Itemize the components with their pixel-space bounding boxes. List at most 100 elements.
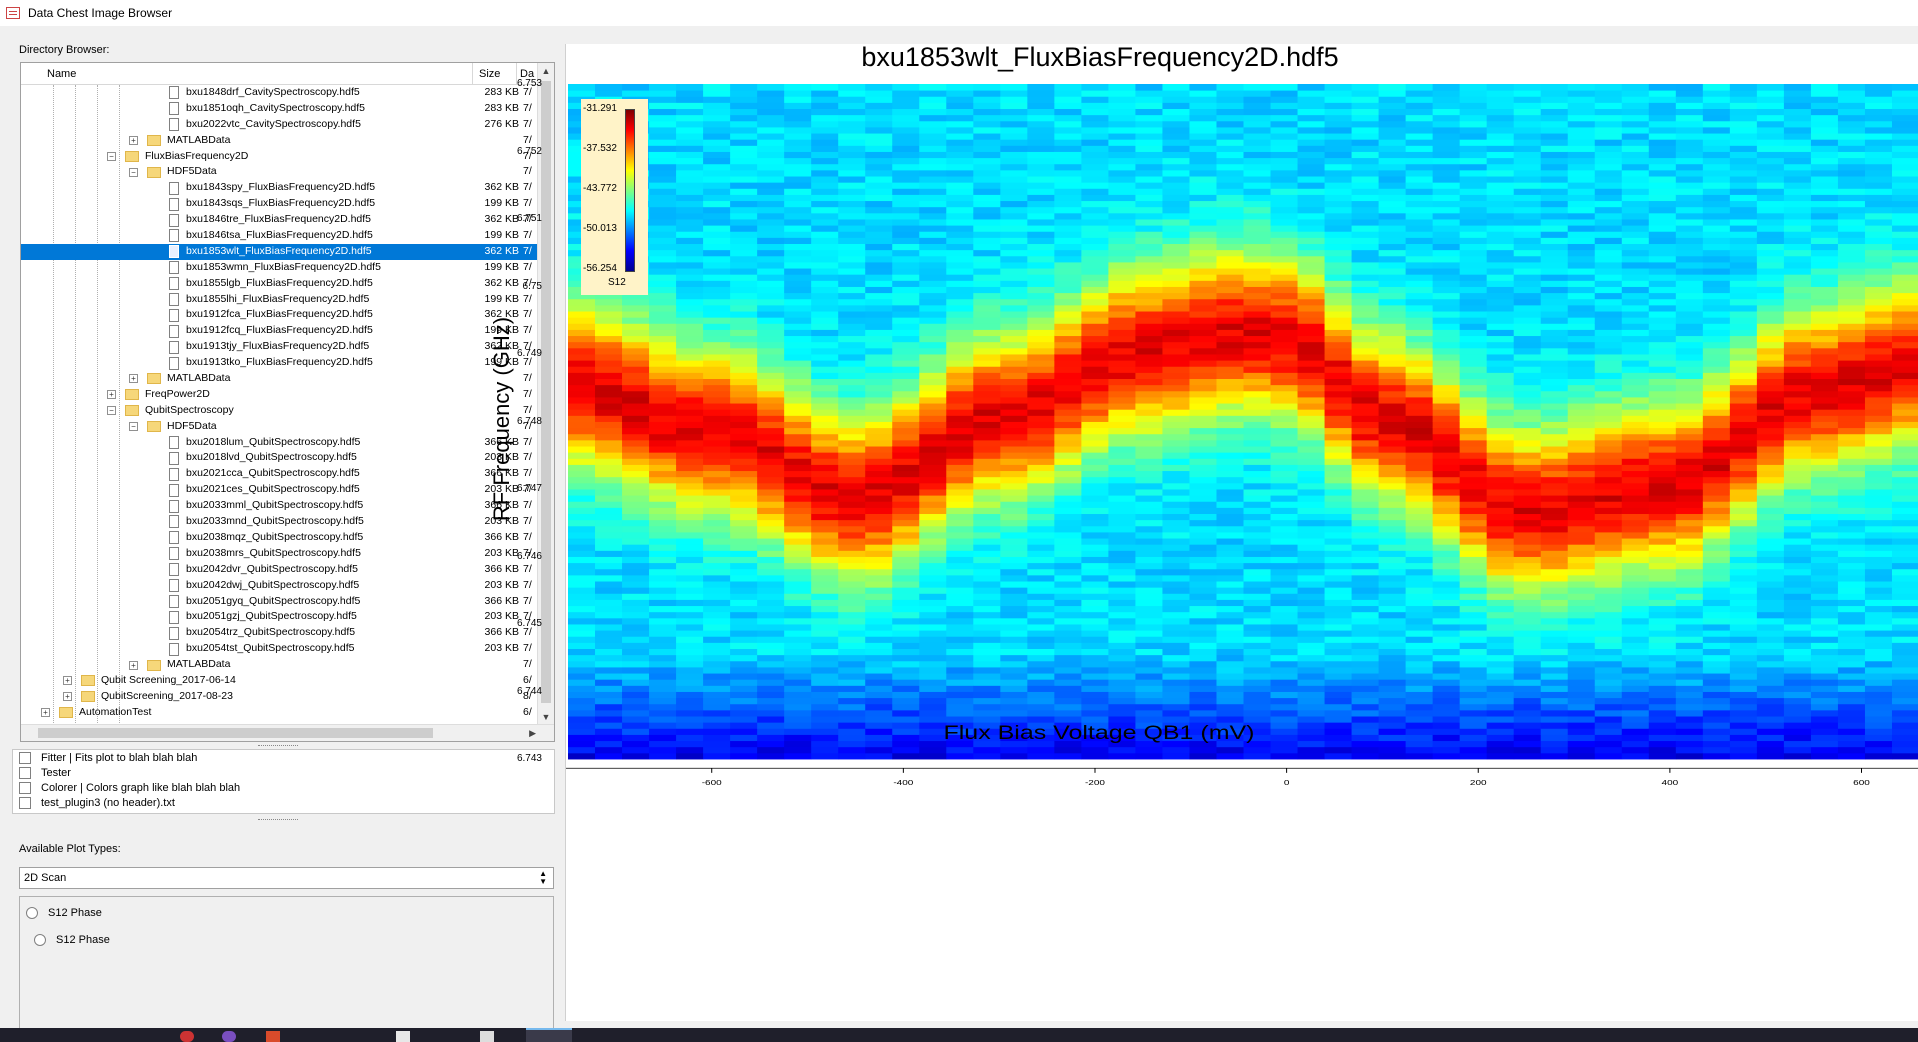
plugin-checkbox[interactable]	[19, 796, 31, 809]
tree-file-row[interactable]: bxu2054tst_QubitSpectroscopy.hdf5 203 KB 7…	[21, 641, 538, 657]
column-header-size[interactable]: Size	[473, 63, 517, 85]
tree-file-row[interactable]: bxu2021cca_QubitSpectroscopy.hdf5 366 KB 7…	[21, 466, 538, 482]
tree-folder-row[interactable]: − HDF5Data 7/	[21, 419, 538, 435]
heatmap-cell	[1270, 556, 1299, 564]
collapse-icon[interactable]: −	[129, 422, 138, 432]
tree-file-row[interactable]: bxu2042dvr_QubitSpectroscopy.hdf5 366 KB 7…	[21, 562, 538, 578]
expand-icon[interactable]: +	[129, 374, 138, 384]
heatmap-cell	[568, 574, 596, 582]
heatmap-cell	[1459, 550, 1488, 557]
tree-file-row[interactable]: bxu2033mml_QubitSpectroscopy.hdf5 366 KB 7…	[21, 498, 538, 514]
vertical-scroll-thumb[interactable]	[541, 81, 551, 703]
tree-file-row[interactable]: bxu1855lgb_FluxBiasFrequency2D.hdf5 362 K…	[21, 276, 538, 292]
heatmap-cell	[1135, 642, 1164, 650]
heatmap-cell	[1189, 660, 1218, 668]
collapse-icon[interactable]: −	[107, 152, 116, 161]
heatmap-cell	[838, 427, 866, 435]
plot-option-radio[interactable]: S12 Phase	[34, 934, 110, 946]
scroll-up-arrow-icon[interactable]: ▲	[541, 66, 551, 76]
tree-file-row[interactable]: bxu2038mqz_QubitSpectroscopy.hdf5 366 KB 7…	[21, 530, 538, 546]
plugin-item[interactable]: test_plugin3 (no header).txt	[13, 795, 554, 810]
tree-folder-row[interactable]: + QubitScreening_2017-08-23 8/	[21, 689, 538, 705]
tree-file-row[interactable]: bxu2054trz_QubitSpectroscopy.hdf5 366 KB 7…	[21, 625, 538, 641]
tree-file-row[interactable]: bxu2042dwj_QubitSpectroscopy.hdf5 203 KB 7…	[21, 578, 538, 594]
tree-file-row[interactable]: bxu1912fcq_FluxBiasFrequency2D.hdf5 199 K…	[21, 323, 538, 339]
heatmap-cell	[946, 274, 974, 281]
heatmap-cell	[1108, 120, 1137, 128]
tree-file-row[interactable]: bxu1912fca_FluxBiasFrequency2D.hdf5 362 K…	[21, 307, 538, 323]
tree-file-row[interactable]: bxu1846tre_FluxBiasFrequency2D.hdf5 362 K…	[21, 212, 538, 228]
column-header-name[interactable]: Name	[21, 63, 473, 85]
plot-type-select[interactable]: 2D Scan ▲ ▼	[19, 867, 554, 889]
heatmap-cell	[703, 243, 731, 251]
heatmap-cell	[1675, 525, 1704, 533]
tree-vertical-scrollbar[interactable]: ▲ ▼	[537, 63, 554, 725]
tree-folder-row[interactable]: + MATLABData 7/	[21, 133, 538, 149]
heatmap-cell	[784, 611, 812, 619]
directory-tree[interactable]: Name Size Da bxu1848drf_CavitySpectrosco…	[20, 62, 555, 742]
tree-file-row[interactable]: bxu1853wmn_FluxBiasFrequency2D.hdf5 199 K…	[21, 260, 538, 276]
tree-file-row[interactable]: bxu1843sqs_FluxBiasFrequency2D.hdf5 199 K…	[21, 196, 538, 212]
heatmap-cell	[1162, 261, 1191, 269]
tree-folder-row[interactable]: + MATLABData 7/	[21, 657, 538, 673]
plugin-checkbox[interactable]	[19, 781, 31, 794]
tree-folder-row[interactable]: + AutomationTest 6/	[21, 705, 538, 721]
heatmap-cell	[1216, 84, 1245, 91]
plugin-item[interactable]: Tester	[13, 765, 554, 780]
heatmap-cell	[1594, 311, 1623, 318]
tree-folder-row[interactable]: − QubitSpectroscopy 7/	[21, 403, 538, 419]
tree-file-row[interactable]: bxu2018lum_QubitSpectroscopy.hdf5 366 KB 7…	[21, 435, 538, 451]
expand-icon[interactable]: +	[41, 708, 50, 718]
expand-icon[interactable]: +	[107, 390, 116, 400]
expand-icon[interactable]: +	[129, 660, 138, 670]
tree-file-row[interactable]: bxu2033mnd_QubitSpectroscopy.hdf5 203 KB 7…	[21, 514, 538, 530]
expand-icon[interactable]: +	[129, 136, 138, 146]
horizontal-scroll-thumb[interactable]	[38, 728, 433, 738]
plugin-checkbox[interactable]	[19, 751, 31, 764]
tree-horizontal-scrollbar[interactable]: ▶	[21, 724, 554, 741]
tree-file-row[interactable]: bxu2018lvd_QubitSpectroscopy.hdf5 203 KB 7…	[21, 450, 538, 466]
tree-folder-row[interactable]: + MATLABData 7/	[21, 371, 538, 387]
expand-icon[interactable]: +	[63, 676, 72, 686]
heatmap-cell	[1648, 556, 1677, 564]
heatmap-cell	[1432, 96, 1461, 103]
plugin-item[interactable]: Colorer | Colors graph like blah blah bl…	[13, 780, 554, 795]
tree-file-row[interactable]: bxu1851oqh_CavitySpectroscopy.hdf5 283 KB…	[21, 101, 538, 117]
scroll-down-arrow-icon[interactable]: ▼	[541, 712, 551, 722]
splitter-handle[interactable]	[258, 819, 298, 822]
expand-icon[interactable]: +	[63, 692, 72, 702]
heatmap-cell	[1054, 212, 1082, 220]
heatmap-cell	[1135, 482, 1164, 490]
tree-file-row[interactable]: bxu2038mrs_QubitSpectroscopy.hdf5 203 KB 7…	[21, 546, 538, 562]
tree-file-row[interactable]: bxu1846tsa_FluxBiasFrequency2D.hdf5 199 K…	[21, 228, 538, 244]
collapse-icon[interactable]: −	[107, 406, 116, 416]
scroll-right-arrow-icon[interactable]: ▶	[529, 728, 536, 738]
tree-file-row[interactable]: bxu1913tko_FluxBiasFrequency2D.hdf5 199 K…	[21, 355, 538, 371]
column-header-date[interactable]: Da	[520, 68, 535, 80]
tree-file-row[interactable]: bxu1855lhi_FluxBiasFrequency2D.hdf5 199 K…	[21, 292, 538, 308]
tree-file-row[interactable]: bxu1843spy_FluxBiasFrequency2D.hdf5 362 K…	[21, 180, 538, 196]
tree-file-row[interactable]: bxu2051gyq_QubitSpectroscopy.hdf5 366 KB 7…	[21, 594, 538, 610]
collapse-icon[interactable]: −	[129, 167, 138, 177]
tree-file-row[interactable]: bxu2021ces_QubitSpectroscopy.hdf5 203 KB 7…	[21, 482, 538, 498]
tree-file-row[interactable]: bxu1853wlt_FluxBiasFrequency2D.hdf5 362 K…	[21, 243, 538, 260]
tree-file-row[interactable]: bxu2051gzj_QubitSpectroscopy.hdf5 203 KB 7…	[21, 609, 538, 625]
tree-folder-row[interactable]: − HDF5Data 7/	[21, 164, 538, 180]
tree-folder-row[interactable]: + Qubit Screening_2017-06-14 6/	[21, 673, 538, 689]
heatmap-cell	[703, 126, 731, 134]
heatmap-cell	[1675, 163, 1704, 171]
plugin-item[interactable]: Fitter | Fits plot to blah blah blah	[13, 750, 554, 765]
tree-file-row[interactable]: bxu2022vtc_CavitySpectroscopy.hdf5 276 KB…	[21, 117, 538, 133]
heatmap-plot[interactable]: bxu1853wlt_FluxBiasFrequency2D.hdf5 -600…	[566, 44, 1918, 1021]
tree-folder-row[interactable]: − FluxBiasFrequency2D 7/	[21, 149, 538, 165]
tree-file-row[interactable]: bxu1848drf_CavitySpectroscopy.hdf5 283 KB…	[21, 85, 538, 101]
heatmap-cell	[1189, 249, 1218, 257]
tree-file-row[interactable]: bxu1913tjy_FluxBiasFrequency2D.hdf5 362 K…	[21, 339, 538, 355]
plot-option-radio[interactable]: S12 Phase	[26, 907, 102, 919]
heatmap-cell	[1243, 188, 1272, 195]
tree-folder-row[interactable]: + FreqPower2D 7/	[21, 387, 538, 403]
heatmap-cell	[1135, 746, 1164, 754]
heatmap-cell	[1189, 752, 1218, 760]
splitter-handle[interactable]	[258, 745, 298, 748]
plugin-checkbox[interactable]	[19, 766, 31, 779]
